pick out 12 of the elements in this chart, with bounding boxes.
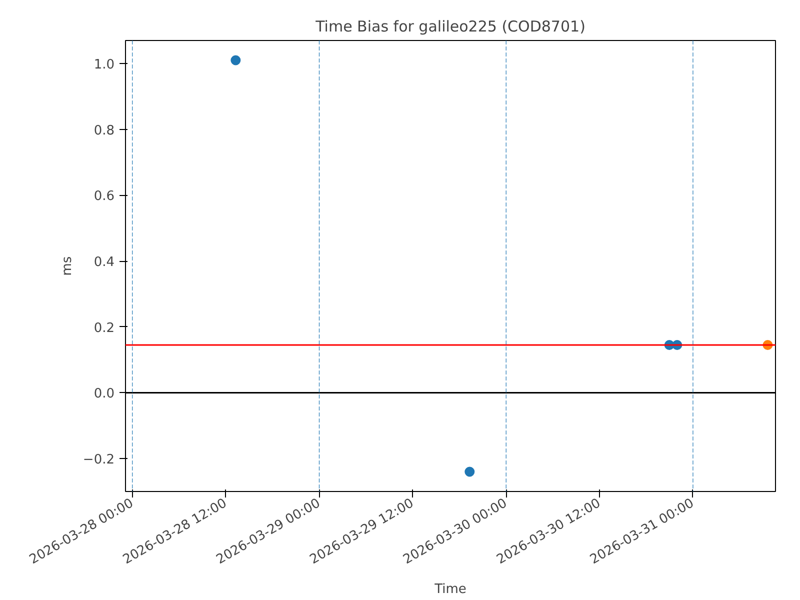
y-tick-label: 0.2	[94, 320, 115, 336]
y-tick-label: 1.0	[94, 58, 115, 73]
y-tick-label: 0.4	[94, 255, 115, 270]
y-tick-label: 0.8	[94, 123, 115, 138]
y-tick-label: 0.0	[94, 386, 115, 402]
y-tick-label: 0.6	[94, 189, 115, 204]
point	[464, 466, 475, 477]
point	[230, 55, 241, 66]
y-tick-label: −0.2	[82, 452, 115, 468]
chart-title: Time Bias for galileo225 (COD8701)	[314, 18, 586, 36]
x-axis-title: Time	[434, 582, 466, 598]
y-axis-title: ms	[60, 256, 75, 276]
